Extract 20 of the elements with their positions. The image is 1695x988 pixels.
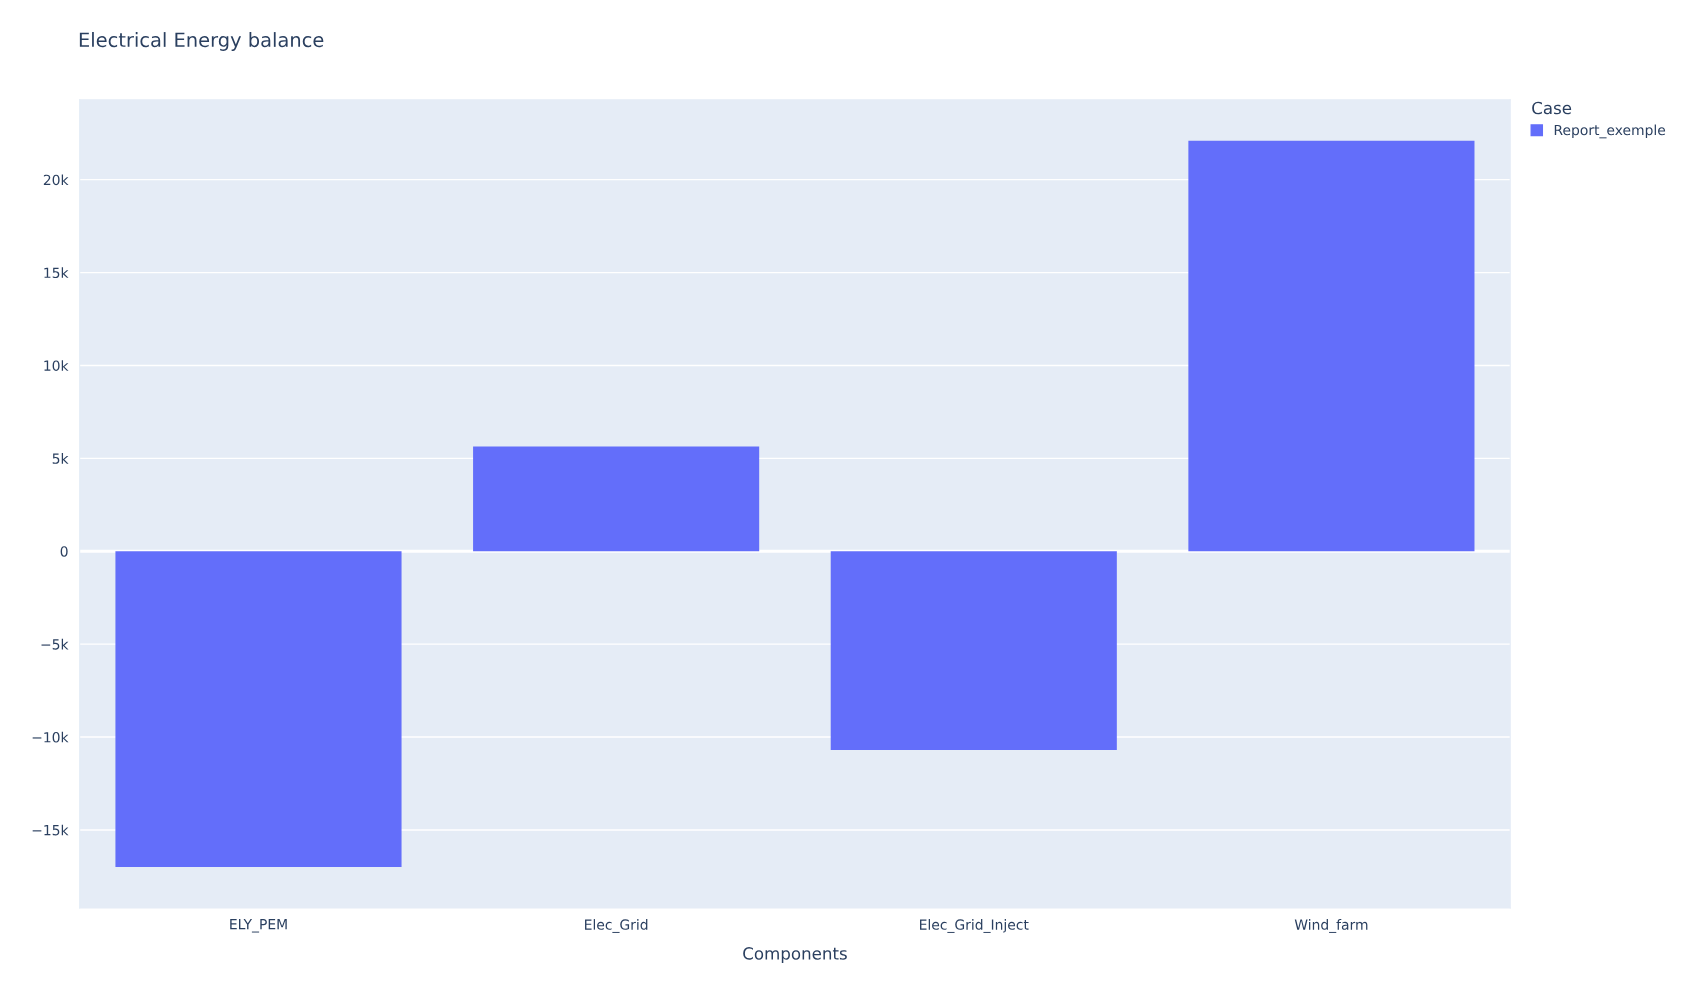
x-tick-label: Elec_Grid_Inject [920,919,1029,933]
bar [115,551,402,868]
y-tick-label: −10k [32,731,69,743]
x-tick-label: Wind_farm [1294,919,1368,933]
y-tick-label: 15k [44,267,69,279]
x-tick-label: Elec_Grid [585,919,648,933]
y-tick-label: 20k [43,174,69,186]
y-tick-label: −5k [41,638,69,650]
bar [473,446,760,552]
chart-title: Electrical Energy balance [79,32,324,51]
y-tick-label: 0 [60,546,68,557]
y-tick-label: 10k [44,360,69,371]
bar [830,551,1117,751]
legend-title: Case [1532,101,1572,115]
y-tick-label: 5k [52,453,69,464]
legend-label: Report_exemple [1554,124,1666,139]
bar [1188,140,1475,552]
y-tick-label: −15k [32,824,69,836]
x-axis-title: Components [743,947,847,963]
x-tick-label: ELY_PEM [230,919,287,933]
